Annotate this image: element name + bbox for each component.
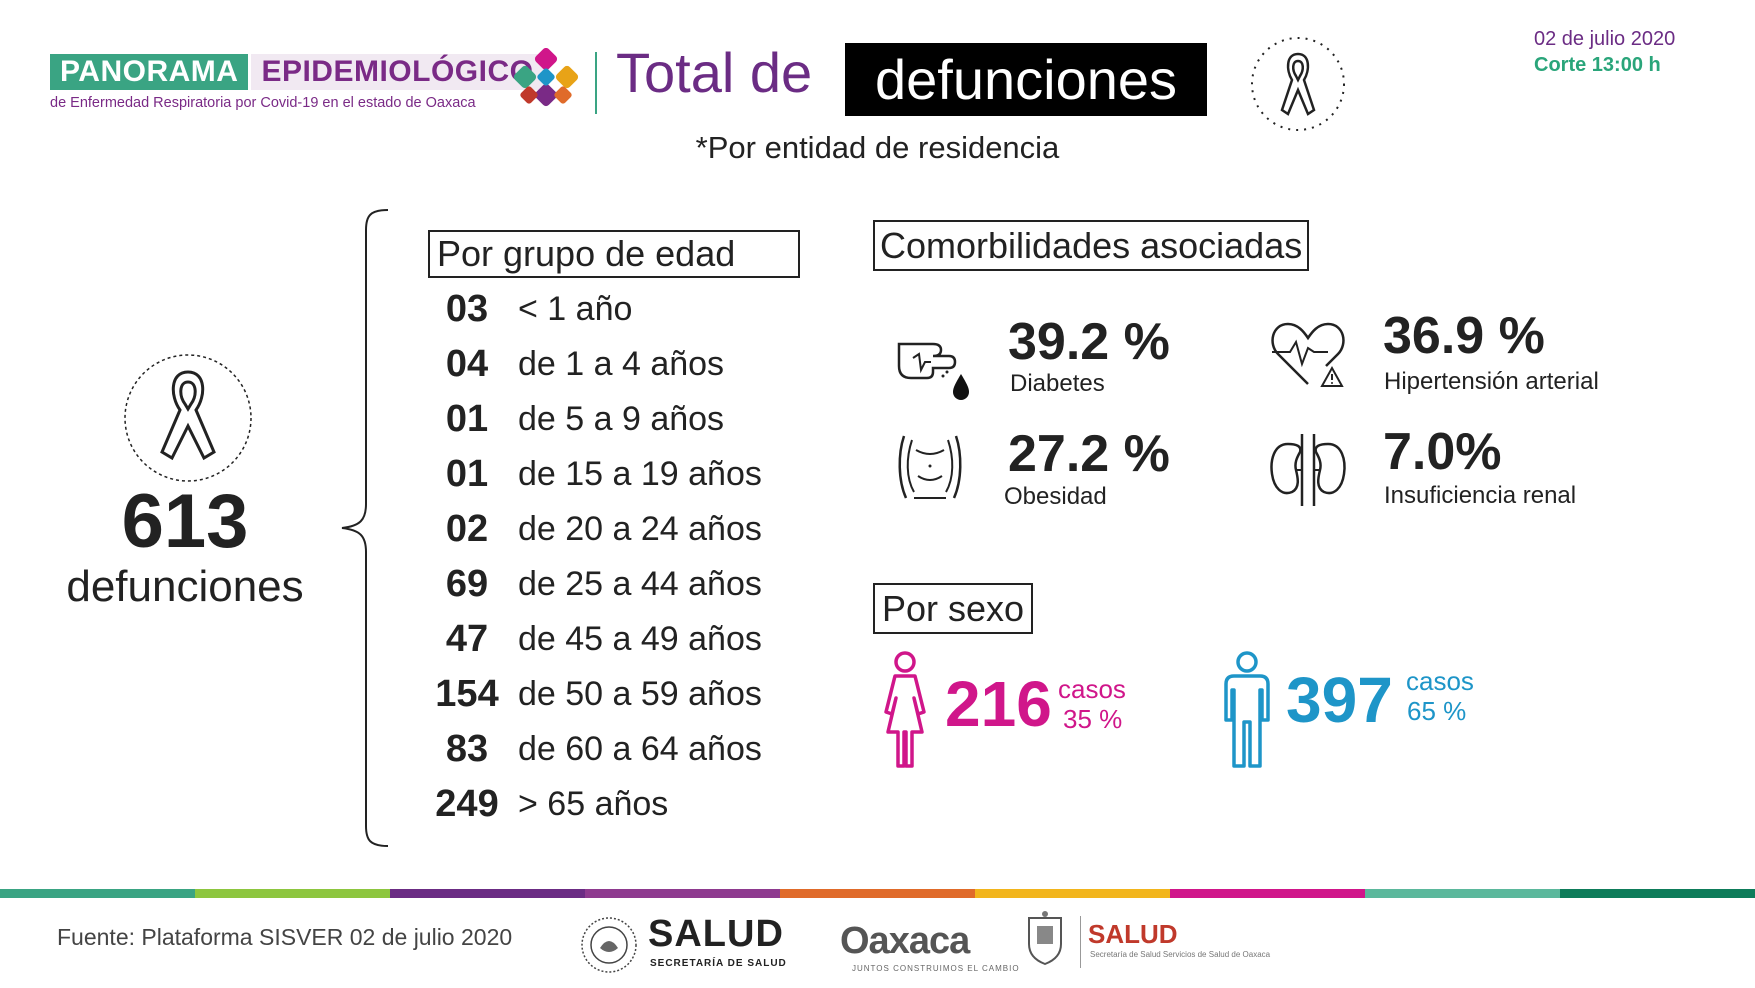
sex-title: Por sexo [873, 583, 1034, 634]
mexico-seal-icon [581, 917, 637, 973]
header-divider [595, 52, 597, 114]
list-item: 01 de 5 a 9 años [428, 392, 828, 447]
list-item: 69 de 25 a 44 años [428, 557, 828, 612]
comorbidities-title: Comorbilidades asociadas [873, 220, 1310, 271]
comorbidity-value: 27.2 % [1008, 425, 1170, 483]
female-casos-label: casos [1058, 674, 1126, 704]
list-item: 249 > 65 años [428, 777, 828, 832]
logo-subtitle: de Enfermedad Respiratoria por Covid-19 … [50, 95, 476, 111]
comorbidity-label: Insuficiencia renal [1384, 482, 1577, 509]
male-count: 397 [1286, 664, 1393, 736]
kidney-icon [1270, 434, 1346, 506]
heart-icon [1271, 322, 1345, 387]
page-subtitle: *Por entidad de residencia [695, 130, 1060, 165]
list-item: 47 de 45 a 49 años [428, 612, 828, 667]
age-group-title: Por grupo de edad [428, 230, 800, 278]
oaxaca-logo-text: Oaxaca [840, 920, 970, 962]
female-icon [884, 651, 926, 768]
list-item: 03 < 1 año [428, 282, 828, 337]
age-label: de 5 a 9 años [518, 400, 725, 438]
age-count: 47 [445, 618, 489, 660]
age-group-list: 03 < 1 año 04 de 1 a 4 años 01 de 5 a 9 año… [428, 282, 828, 832]
age-label: < 1 año [518, 290, 633, 328]
logo-primary: PANORAMA [50, 54, 249, 90]
header-title-part2: defunciones [845, 43, 1207, 116]
comorbidity-label: Diabetes [1010, 370, 1105, 397]
female-count: 216 [945, 668, 1052, 740]
list-item: 04 de 1 a 4 años [428, 337, 828, 392]
age-count: 03 [445, 288, 489, 330]
logo-secondary: EPIDEMIOLÓGICO [251, 54, 544, 90]
male-casos-label: casos [1406, 666, 1474, 696]
salud-oaxaca-logo-subtitle: Secretaría de Salud Servicios de Salud d… [1090, 950, 1271, 959]
age-label: > 65 años [518, 785, 669, 823]
salud-logo-text: SALUD [648, 913, 784, 955]
oaxaca-seal-icon [1028, 911, 1062, 966]
header-title-part1: Total de [616, 41, 813, 104]
color-stripe [0, 889, 1755, 898]
list-item: 01 de 15 a 19 años [428, 447, 828, 502]
salud-logo-subtitle: SECRETARÍA DE SALUD [650, 958, 787, 969]
report-cutoff: Corte 13:00 h [1534, 54, 1661, 76]
obesity-icon [898, 435, 962, 499]
total-deaths-label: defunciones [66, 562, 304, 611]
list-item: 83 de 60 a 64 años [428, 722, 828, 777]
list-item: 02 de 20 a 24 años [428, 502, 828, 557]
age-count: 01 [445, 398, 489, 440]
report-date: 02 de julio 2020 [1534, 28, 1676, 50]
comorbidity-value: 7.0% [1383, 423, 1502, 481]
total-deaths-value: 613 [121, 479, 249, 564]
male-percent: 65 % [1407, 696, 1467, 726]
age-count: 02 [445, 508, 489, 550]
list-item: 154 de 50 a 59 años [428, 667, 828, 722]
comorbidity-label: Hipertensión arterial [1384, 368, 1599, 395]
age-count: 04 [445, 343, 489, 385]
age-count: 83 [445, 728, 489, 770]
footer-divider [1080, 916, 1081, 968]
age-count: 154 [435, 673, 499, 715]
brace-divider [341, 209, 389, 847]
oaxaca-logo-subtitle: JUNTOS CONSTRUIMOS EL CAMBIO [852, 964, 1020, 973]
source-note: Fuente: Plataforma SISVER 02 de julio 20… [57, 924, 513, 950]
age-count: 01 [445, 453, 489, 495]
logo-mark-icon [513, 48, 579, 107]
age-label: de 25 a 44 años [518, 565, 762, 603]
age-label: de 45 a 49 años [518, 620, 762, 658]
comorbidity-value: 36.9 % [1383, 307, 1545, 365]
age-label: de 15 a 19 años [518, 455, 762, 493]
ribbon-icon [124, 354, 252, 482]
panorama-logo: PANORAMA EPIDEMIOLÓGICO [50, 54, 544, 90]
age-label: de 1 a 4 años [518, 345, 725, 383]
salud-oaxaca-logo-text: SALUD [1088, 919, 1178, 949]
age-label: de 60 a 64 años [518, 730, 762, 768]
age-count: 249 [435, 783, 499, 825]
ribbon-icon [1251, 37, 1345, 131]
age-count: 69 [445, 563, 489, 605]
comorbidity-value: 39.2 % [1008, 313, 1170, 371]
age-label: de 50 a 59 años [518, 675, 762, 713]
age-label: de 20 a 24 años [518, 510, 762, 548]
female-percent: 35 % [1063, 704, 1123, 734]
comorbidity-label: Obesidad [1004, 483, 1107, 510]
male-icon [1224, 651, 1270, 768]
diabetes-icon [897, 342, 969, 400]
